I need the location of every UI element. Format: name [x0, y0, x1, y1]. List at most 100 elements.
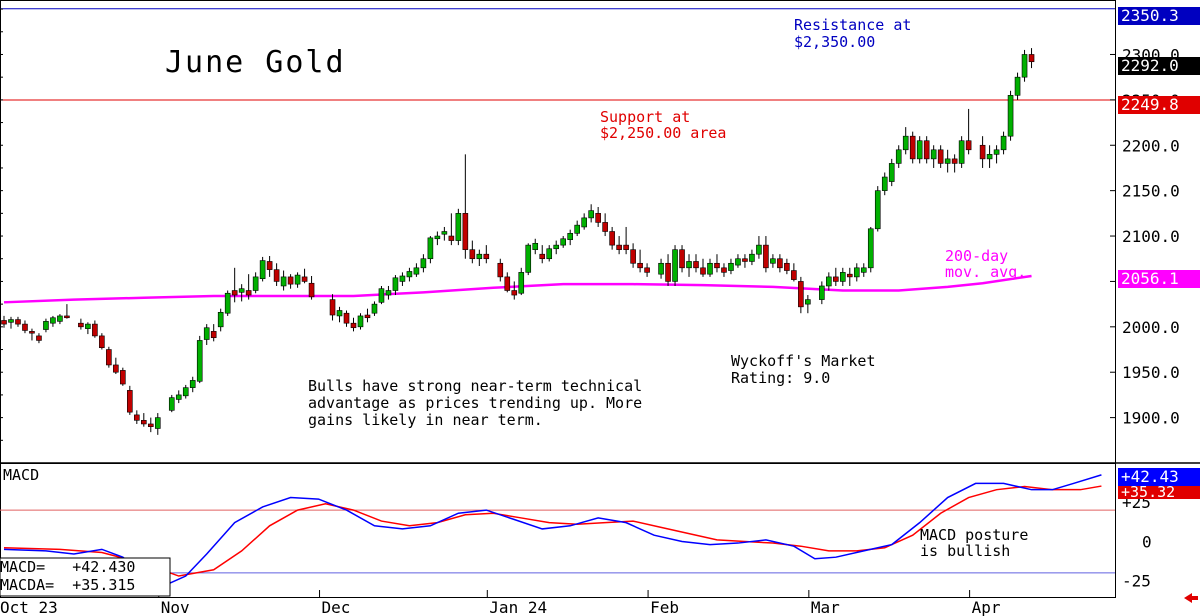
bull-candle: [427, 236, 434, 264]
candle-body: [532, 243, 539, 250]
scroll-left-arrow-icon[interactable]: [1184, 593, 1198, 603]
candle-body: [853, 267, 860, 278]
bull-candle: [881, 172, 888, 196]
candle-body: [427, 237, 434, 260]
candle-body: [679, 249, 685, 269]
macda-readout: MACDA= +35.315: [0, 576, 135, 594]
last-price-axis-label: 2292.0: [1118, 56, 1200, 75]
ma-note-line2: mov. avg.: [945, 263, 1026, 281]
bear-candle: [113, 357, 119, 375]
bull-candle: [707, 258, 713, 277]
candle-body: [168, 397, 175, 411]
candle-body: [923, 140, 930, 160]
ma-axis-label: 2056.1: [1118, 269, 1200, 288]
candle-body: [965, 140, 972, 151]
bull-candle: [85, 322, 91, 335]
bull-candle: [672, 245, 678, 286]
bear-candle: [721, 263, 727, 277]
bull-candle: [1021, 49, 1028, 82]
candle-body: [798, 281, 804, 308]
candle-body: [665, 262, 671, 282]
candle-body: [609, 231, 615, 246]
macd-axis-label: +42.43: [1118, 467, 1200, 486]
candle-body: [867, 228, 874, 269]
bull-candle: [1007, 90, 1014, 141]
bear-candle: [141, 413, 147, 427]
bear-candle: [210, 324, 217, 342]
resistance-note-line1: Resistance at: [794, 16, 911, 34]
candle-body: [902, 135, 909, 151]
bull-candle: [50, 315, 56, 327]
candle-body: [860, 267, 867, 273]
month-label: Apr: [972, 598, 1001, 616]
commentary-line3: gains likely in near term.: [308, 411, 543, 429]
candle-body: [455, 213, 462, 241]
bull-candle: [406, 267, 413, 282]
candle-body: [1014, 76, 1021, 96]
candle-body: [819, 285, 825, 300]
candle-body: [553, 244, 560, 250]
candle-body: [336, 310, 343, 317]
candle-body: [476, 253, 483, 260]
bull-candle: [357, 313, 364, 330]
bear-candle: [134, 410, 140, 424]
candle-body: [134, 414, 140, 421]
candle-body: [141, 420, 147, 425]
candle-body: [203, 327, 210, 340]
bull-candle: [252, 272, 259, 294]
ma200-line: [3, 274, 1032, 304]
candle-body: [371, 303, 378, 314]
candle-body: [756, 244, 762, 255]
bear-candle: [644, 263, 650, 277]
macd-readout: MACD= +42.430: [0, 558, 135, 576]
support-axis-label-text: 2249.8: [1121, 95, 1179, 114]
candle-body: [364, 314, 371, 319]
bear-candle: [909, 131, 916, 164]
bull-candle: [574, 220, 580, 237]
candle-body: [22, 323, 28, 331]
candle-body: [560, 238, 567, 246]
bull-candle: [532, 238, 539, 255]
bull-candle: [392, 275, 399, 296]
candle-body: [763, 244, 769, 269]
candle-body: [217, 311, 224, 328]
bear-candle: [511, 281, 518, 300]
bull-candle: [378, 285, 385, 305]
bear-candle: [700, 258, 706, 277]
candle-body: [518, 272, 525, 294]
candle-body: [196, 340, 203, 382]
bear-candle: [462, 154, 469, 259]
bear-candle: [623, 226, 629, 255]
macd-line: [3, 474, 1102, 587]
bear-candle: [595, 206, 601, 227]
bull-candle: [567, 229, 573, 246]
candle-body: [616, 244, 622, 250]
candle-body: [672, 249, 678, 282]
ma-axis-label-text: 2056.1: [1121, 269, 1179, 288]
candle-body: [805, 299, 811, 305]
candle-body: [399, 275, 406, 282]
bear-candle: [350, 317, 357, 332]
bull-candle: [860, 263, 867, 277]
bear-candle: [504, 272, 511, 293]
bear-candle: [147, 417, 154, 433]
bull-candle: [168, 394, 175, 413]
bear-candle: [602, 213, 608, 237]
candle-body: [420, 258, 427, 269]
bull-candle: [560, 236, 567, 248]
candle-body: [15, 319, 21, 325]
bull-candle: [944, 149, 951, 173]
bull-candle: [43, 318, 49, 333]
bear-candle: [245, 274, 252, 300]
chart-title: June Gold: [165, 45, 346, 80]
candle-body: [308, 282, 315, 298]
last-price-axis-label-text: 2292.0: [1121, 56, 1179, 75]
candle-body: [839, 272, 846, 282]
macd-axis-label-text: +42.43: [1121, 467, 1179, 486]
macda-line: [3, 485, 1102, 577]
candle-body: [392, 277, 399, 291]
bear-candle: [231, 267, 238, 303]
bull-candle: [874, 186, 881, 232]
bear-candle: [364, 308, 371, 323]
